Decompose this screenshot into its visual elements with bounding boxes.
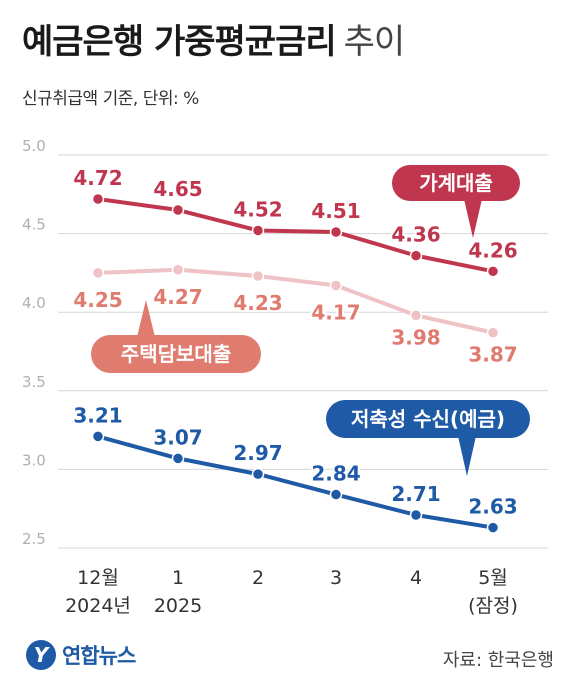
x-tick-label: 4 [410,567,422,589]
y-tick-label: 4.5 [22,216,46,234]
data-point [409,249,423,262]
data-label: 4.17 [311,300,360,324]
x-tick-label: 1 [172,567,184,589]
data-point [486,265,500,278]
callout-box [91,335,261,373]
legend-label: 저축성 수신(예금) [351,407,505,431]
data-label: 4.23 [233,291,282,315]
data-point [251,467,265,481]
legend-callout: 저축성 수신(예금) [326,400,530,476]
x-tick-label: (잠정) [468,595,518,617]
x-tick-label: 12월 [77,567,119,589]
x-tick-label: 3 [330,567,342,589]
data-label: 4.65 [153,177,202,201]
y-tick-label: 3.5 [22,373,46,391]
data-point [171,203,185,217]
data-label: 3.07 [153,425,202,449]
data-label: 3.21 [73,403,122,427]
callout-box [392,165,520,201]
data-label: 3.87 [468,343,517,367]
callout-pointer [458,436,476,476]
x-tick-label: 2 [252,567,264,589]
series-line [97,434,494,530]
chart-subtitle: 신규취급액 기준, 단위: % [22,89,199,109]
yonhap-logo: Y [26,640,56,670]
title-main: 예금은행 가중평균금리 [22,22,337,62]
data-point [329,225,343,239]
data-point [486,521,500,534]
data-point [329,488,343,501]
data-label: 2.84 [311,462,360,486]
x-tick-label: 5월 [478,567,508,589]
data-point [251,269,265,283]
callout-box [326,400,530,438]
legend-callout: 가계대출 [392,165,520,238]
data-point [486,326,500,339]
y-tick-label: 3.0 [22,451,46,469]
legend-label: 가계대출 [419,171,493,195]
y-tick-label: 5.0 [22,137,46,155]
data-point [251,224,265,237]
data-label: 4.25 [73,288,122,312]
data-point [409,508,423,522]
callout-pointer [464,199,482,238]
data-point [171,263,185,277]
x-tick-label: 2025 [154,595,202,617]
y-tick-label: 2.5 [22,530,46,548]
data-point [91,266,105,280]
data-point [91,192,105,206]
data-label: 2.63 [468,495,517,519]
legend-callout: 주택담보대출 [91,300,261,373]
source-note: 자료: 한국은행 [442,650,554,671]
data-point [91,430,105,443]
series-line [97,197,494,274]
x-tick-label: 2024년 [65,595,131,617]
title-suffix: 추이 [343,22,406,62]
data-label: 4.36 [391,223,440,247]
chart-title: 예금은행 가중평균금리 추이 [22,14,406,63]
data-label: 4.72 [73,166,122,190]
data-label: 4.51 [311,199,360,223]
brand-name: 연합뉴스 [62,644,136,668]
callout-pointer [137,300,155,337]
data-label: 4.52 [233,197,282,221]
data-label: 3.98 [391,325,440,349]
data-point [409,309,423,322]
data-label: 4.27 [153,285,202,309]
legend-label: 주택담보대출 [121,342,231,366]
data-label: 2.71 [391,482,440,506]
data-label: 2.97 [233,441,282,465]
data-point [171,452,185,465]
data-label: 4.26 [468,238,517,262]
data-point [329,279,343,292]
series-line [97,267,494,335]
brand: Y 연합뉴스 [26,640,136,670]
y-tick-label: 4.0 [22,294,46,312]
